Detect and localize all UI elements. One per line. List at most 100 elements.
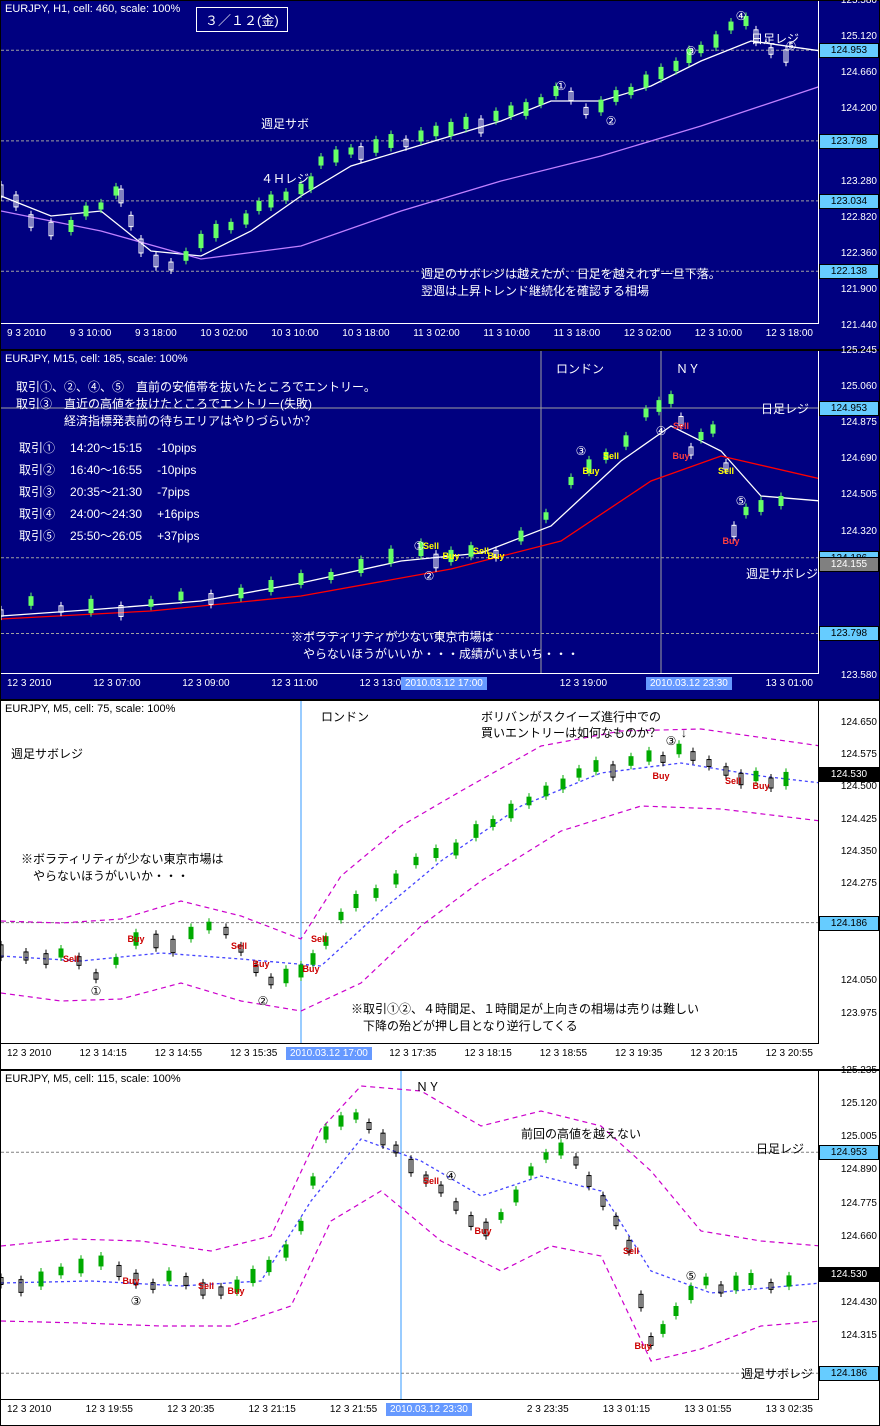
price-label: 124.155 bbox=[819, 557, 879, 572]
trade-marker: Sell bbox=[603, 451, 619, 461]
wave-marker: ② bbox=[424, 569, 435, 583]
annotation: ４Ｈレジ bbox=[261, 171, 309, 188]
annotation: ＮＹ bbox=[416, 1079, 440, 1096]
trade-marker: Buy bbox=[442, 551, 459, 561]
trade-marker: Sell bbox=[718, 466, 734, 476]
annotation: 日足レジ bbox=[761, 401, 809, 418]
time-highlight: 2010.03.12 17:00 bbox=[401, 677, 487, 690]
x-axis: 12 3 201012 3 14:1512 3 14:5512 3 15:351… bbox=[1, 1043, 819, 1069]
price-label: 124.953 bbox=[819, 1145, 879, 1160]
trade-marker: Buy bbox=[672, 451, 689, 461]
annotation: 取引③ 直近の高値を抜けたところでエントリー(失敗) bbox=[16, 396, 312, 413]
annotation: 翌週は上昇トレンド継続化を確認する相場 bbox=[421, 283, 649, 300]
annotation: 週足のサボレジは越えたが、日足を越えれず一旦下落。 bbox=[421, 266, 721, 283]
annotation: ロンドン bbox=[556, 361, 604, 378]
trades-table: 取引①14:20～15:15-10pips取引②16:40～16:55-10pi… bbox=[16, 436, 213, 548]
wave-marker: ② bbox=[258, 994, 269, 1008]
annotation: 経済指標発表前の待ちエリアはやりづらいか？ bbox=[16, 413, 316, 430]
trade-marker: Buy bbox=[227, 1286, 244, 1296]
trade-marker: Buy bbox=[652, 771, 669, 781]
wave-marker: ① bbox=[556, 79, 567, 93]
annotation: ※ボラティリティが少ない東京市場は bbox=[291, 629, 494, 646]
trade-marker: Sell bbox=[423, 541, 439, 551]
chart-body[interactable]: EURJPY, M15, cell: 185, scale: 100% 取引①、②… bbox=[1, 351, 819, 674]
wave-marker: ⑤ bbox=[786, 39, 797, 53]
annotation: 日足レジ bbox=[756, 1141, 804, 1158]
trade-marker: Sell bbox=[231, 941, 247, 951]
price-label: 124.186 bbox=[819, 916, 879, 931]
price-label: 124.953 bbox=[819, 43, 879, 58]
annotation: ※ボラティリティが少ない東京市場は bbox=[21, 851, 224, 868]
price-label: 123.798 bbox=[819, 626, 879, 641]
annotation: ↓ bbox=[681, 725, 687, 742]
wave-marker: ④ bbox=[656, 424, 667, 438]
y-axis: 125.235125.120125.005124.890124.775124.6… bbox=[818, 1071, 879, 1400]
wave-marker: ③ bbox=[576, 444, 587, 458]
y-axis: 125.580125.120124.660124.200123.280122.8… bbox=[818, 1, 879, 324]
wave-marker: ① bbox=[91, 984, 102, 998]
annotation: やらないほうがいいか・・・ bbox=[21, 868, 189, 885]
trade-marker: Sell bbox=[725, 776, 741, 786]
trade-marker: Buy bbox=[302, 964, 319, 974]
chart-header: EURJPY, M15, cell: 185, scale: 100% bbox=[5, 353, 188, 365]
trade-marker: Sell bbox=[673, 421, 689, 431]
annotation: 取引①、②、④、⑤ 直前の安値帯を抜いたところでエントリー。 bbox=[16, 379, 376, 396]
trade-marker: Sell bbox=[63, 954, 79, 964]
time-highlight: 2010.03.12 23:30 bbox=[646, 677, 732, 690]
price-label: 122.138 bbox=[819, 264, 879, 279]
chart-header: EURJPY, H1, cell: 460, scale: 100% bbox=[5, 3, 180, 15]
annotation: 週足サボ bbox=[261, 116, 309, 133]
trade-marker: Buy bbox=[252, 959, 269, 969]
price-label: 124.530 bbox=[819, 767, 879, 782]
price-label: 124.530 bbox=[819, 1267, 879, 1282]
chart-body[interactable]: EURJPY, H1, cell: 460, scale: 100% ３／１２(金… bbox=[1, 1, 819, 324]
annotation: 買いエントリーは如何なものか？ bbox=[481, 725, 661, 742]
trade-marker: Buy bbox=[127, 934, 144, 944]
wave-marker: ④ bbox=[736, 9, 747, 23]
date-badge: ３／１２(金) bbox=[196, 7, 288, 32]
time-highlight: 2010.03.12 23:30 bbox=[386, 1403, 472, 1416]
trade-marker: Sell bbox=[311, 934, 327, 944]
annotation: 週足サボレジ bbox=[741, 1366, 813, 1383]
chart-body[interactable]: EURJPY, M5, cell: 115, scale: 100% ＮＹ 前回の高… bbox=[1, 1071, 819, 1400]
wave-marker: ④ bbox=[446, 1169, 457, 1183]
trade-marker: Buy bbox=[474, 1226, 491, 1236]
annotation: ※取引①②、４時間足、１時間足が上向きの相場は売りは難しい bbox=[351, 1001, 699, 1018]
annotation: ボリバンがスクイーズ進行中での bbox=[481, 709, 661, 726]
annotation: 前回の高値を越えない bbox=[521, 1126, 641, 1143]
chart-panel-m15: EURJPY, M15, cell: 185, scale: 100% 取引①、②… bbox=[0, 350, 880, 700]
trade-marker: Buy bbox=[634, 1341, 651, 1351]
trade-marker: Buy bbox=[752, 781, 769, 791]
chart-body[interactable]: EURJPY, M5, cell: 75, scale: 100% ロンドン ボリバ… bbox=[1, 701, 819, 1044]
x-axis: 12 3 201012 3 07:0012 3 09:0012 3 11:001… bbox=[1, 673, 819, 699]
annotation: やらないほうがいいか・・・成績がいまいち・・・ bbox=[291, 646, 579, 663]
x-axis: 9 3 20109 3 10:009 3 18:0010 3 02:0010 3… bbox=[1, 323, 819, 349]
trade-marker: Buy bbox=[722, 536, 739, 546]
wave-marker: ⑤ bbox=[686, 1269, 697, 1283]
wave-marker: ③ bbox=[686, 44, 697, 58]
time-highlight: 2010.03.12 17:00 bbox=[286, 1047, 372, 1060]
wave-marker: ③ bbox=[131, 1294, 142, 1308]
price-label: 124.186 bbox=[819, 1366, 879, 1381]
chart-panel-h1: EURJPY, H1, cell: 460, scale: 100% ３／１２(金… bbox=[0, 0, 880, 350]
wave-marker: ⑤ bbox=[736, 494, 747, 508]
x-axis: 12 3 201012 3 19:5512 3 20:3512 3 21:151… bbox=[1, 1399, 819, 1425]
trade-marker: Buy bbox=[582, 466, 599, 476]
price-label: 123.798 bbox=[819, 134, 879, 149]
wave-marker: ② bbox=[606, 114, 617, 128]
trade-marker: Buy bbox=[487, 551, 504, 561]
chart-header: EURJPY, M5, cell: 115, scale: 100% bbox=[5, 1073, 181, 1085]
annotation: ロンドン bbox=[321, 709, 369, 726]
annotation: 週足サボレジ bbox=[746, 566, 818, 583]
trade-marker: Buy bbox=[122, 1276, 139, 1286]
price-label: 123.034 bbox=[819, 194, 879, 209]
price-label: 124.953 bbox=[819, 401, 879, 416]
trade-marker: Sell bbox=[423, 1176, 439, 1186]
trade-marker: Sell bbox=[198, 1281, 214, 1291]
y-axis: 124.650124.575124.500124.425124.350124.2… bbox=[818, 701, 879, 1044]
chart-header: EURJPY, M5, cell: 75, scale: 100% bbox=[5, 703, 175, 715]
annotation: 下降の殆どが押し目となり逆行してくる bbox=[351, 1018, 578, 1035]
wave-marker: ③ bbox=[666, 734, 677, 748]
chart-panel-m5a: EURJPY, M5, cell: 75, scale: 100% ロンドン ボリバ… bbox=[0, 700, 880, 1070]
annotation: 週足サボレジ bbox=[11, 746, 83, 763]
